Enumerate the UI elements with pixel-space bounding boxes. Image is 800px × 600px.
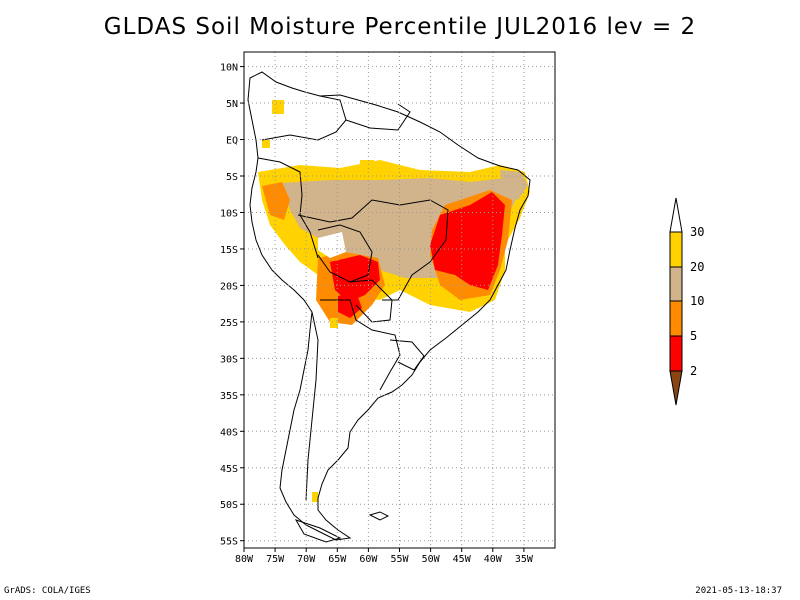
footer-timestamp: 2021-05-13-18:37: [695, 586, 782, 596]
border-peru: [257, 157, 319, 259]
tan-region-northeast: [500, 170, 528, 200]
yellow-patch-venezuela: [360, 160, 374, 168]
red-region-gran-chaco: [338, 292, 362, 318]
lat-axis: 10N 5N EQ 5S 10S 15S 20S 25S 30S 35S 40S 45S 50S 55S: [220, 63, 244, 548]
lat-tick-label: 5S: [226, 172, 238, 183]
border-argentina: [320, 299, 401, 391]
lat-tick-label: 40S: [220, 427, 238, 438]
coastlines: [247, 71, 531, 543]
lat-tick-label: 15S: [220, 245, 238, 256]
lon-tick-label: 35W: [515, 554, 534, 565]
lat-tick-label: 20S: [220, 281, 238, 292]
colorbar-top-arrow: [669, 197, 683, 233]
lat-tick-label: 45S: [220, 464, 238, 475]
lon-tick-label: 40W: [484, 554, 503, 565]
colorbar-label-2: 2: [690, 364, 697, 378]
red-region-east-core: [430, 192, 505, 290]
colorbar-swatch-10-20: [669, 266, 683, 302]
moisture-shading: [258, 100, 530, 502]
lon-tick-label: 50W: [422, 554, 441, 565]
border-chile: [305, 311, 319, 501]
border-uruguay: [389, 339, 425, 371]
colorbar-bottom-arrow: [669, 370, 683, 406]
lat-tick-label: 50S: [220, 500, 238, 511]
falklands-outline: [368, 511, 390, 521]
tierra-del-fuego-outline: [294, 519, 342, 543]
colorbar-swatch-5-10: [669, 300, 683, 337]
lat-tick-label: 25S: [220, 318, 238, 329]
lon-axis: 80W 75W 70W 65W 60W 55W 50W 45W 40W 35W: [235, 548, 534, 565]
lon-tick-label: 70W: [297, 554, 316, 565]
colorbar-swatch-20-30: [669, 231, 683, 268]
lon-tick-label: 60W: [359, 554, 378, 565]
border-brazil-west: [297, 199, 449, 301]
footer-credit: GrADS: COLA/IGES: [4, 586, 91, 596]
map-title: GLDAS Soil Moisture Percentile JUL2016 l…: [103, 14, 697, 40]
lat-tick-label: 35S: [220, 391, 238, 402]
border-venezuela: [345, 103, 411, 131]
red-region-pantanal: [330, 255, 380, 302]
orange-speck-patagonia: [312, 492, 318, 502]
colorbar-label-20: 20: [690, 260, 704, 274]
lon-tick-label: 80W: [235, 554, 254, 565]
lat-tick-label: 5N: [226, 99, 238, 110]
colorbar: 30 20 10 5 2: [669, 197, 704, 406]
lat-tick-label: 10N: [220, 63, 238, 74]
yellow-speck-andes: [330, 318, 338, 328]
lat-tick-label: 55S: [220, 537, 238, 548]
grid-lines: [243, 52, 555, 548]
colorbar-label-30: 30: [690, 225, 704, 239]
colorbar-swatch-2-5: [669, 335, 683, 372]
orange-region-west: [262, 182, 290, 220]
lon-tick-label: 55W: [390, 554, 409, 565]
yellow-patch-ecuador: [262, 140, 270, 148]
colorbar-label-10: 10: [690, 294, 704, 308]
white-pocket-bolivia: [318, 232, 346, 258]
lat-tick-label: 30S: [220, 354, 238, 365]
lat-tick-label: EQ: [226, 136, 238, 147]
border-colombia: [261, 95, 347, 141]
lat-tick-label: 10S: [220, 208, 238, 219]
yellow-patch-colombia: [272, 100, 284, 114]
border-bolivia: [317, 224, 373, 283]
colorbar-label-5: 5: [690, 329, 697, 343]
lon-tick-label: 75W: [266, 554, 285, 565]
lon-tick-label: 45W: [453, 554, 472, 565]
lon-tick-label: 65W: [328, 554, 347, 565]
south-america-coastline: [247, 71, 531, 541]
